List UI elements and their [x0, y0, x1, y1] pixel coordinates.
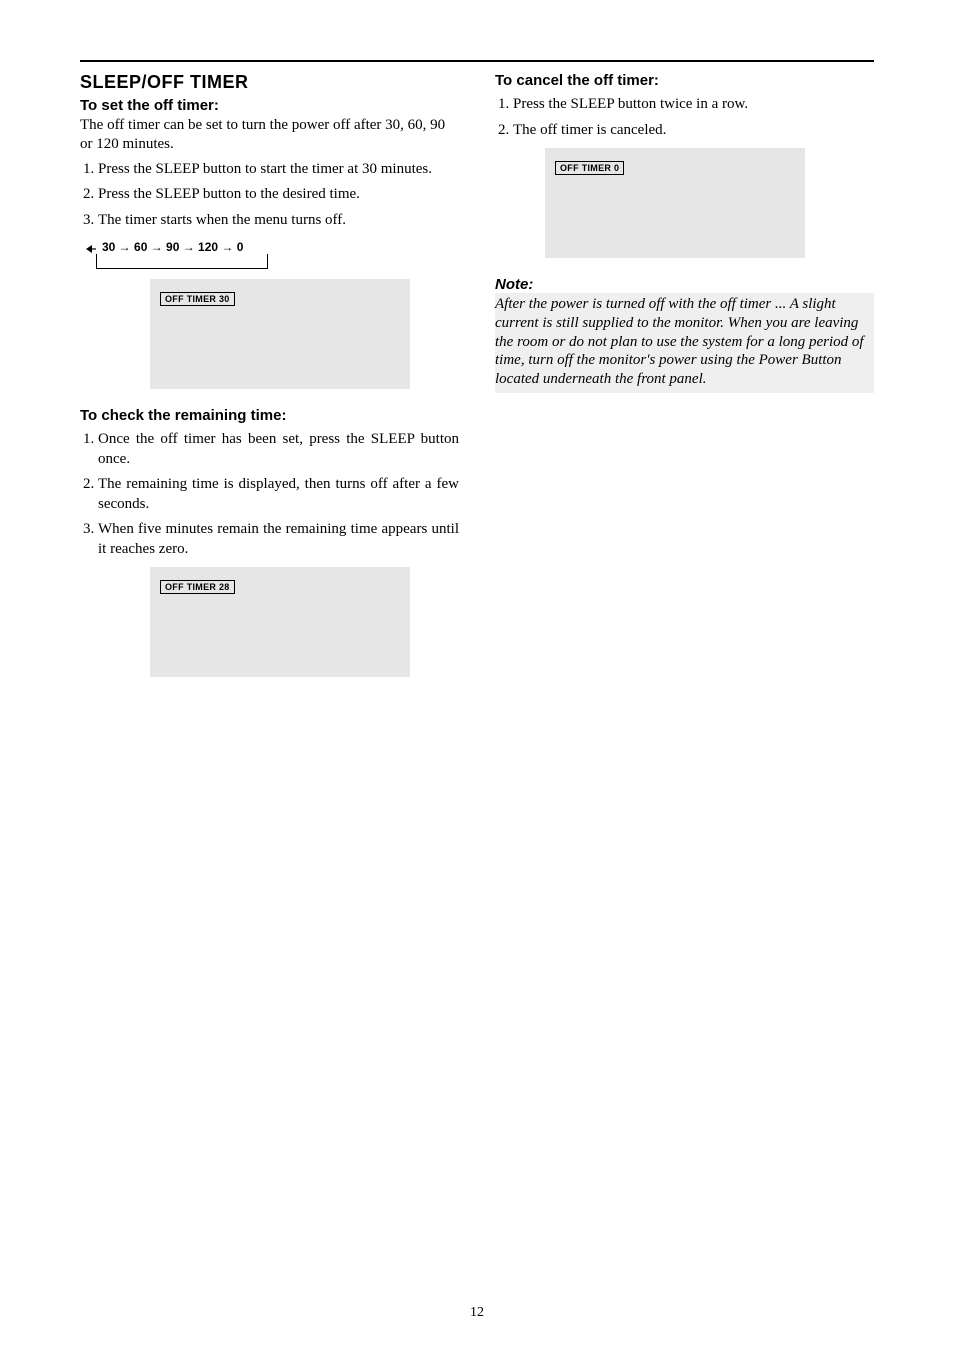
note-heading: Note:	[495, 276, 874, 293]
two-column-layout: SLEEP/OFF TIMER To set the off timer: Th…	[80, 70, 874, 695]
step-item: When five minutes remain the remaining t…	[98, 520, 459, 559]
note-body: After the power is turned off with the o…	[495, 293, 874, 393]
osd-screen-cancel: OFF TIMER 0	[545, 148, 805, 258]
osd-screen-set: OFF TIMER 30	[150, 279, 410, 389]
cycle-diagram: 30 → 60 → 90 → 120 → 0	[86, 238, 459, 269]
step-item: Once the off timer has been set, press t…	[98, 430, 459, 469]
osd-label: OFF TIMER 28	[160, 580, 235, 594]
top-rule	[80, 60, 874, 62]
subhead-cancel-off-timer: To cancel the off timer:	[495, 72, 874, 89]
osd-screen-remaining: OFF TIMER 28	[150, 567, 410, 677]
subhead-check-remaining: To check the remaining time:	[80, 407, 459, 424]
step-item: Press the SLEEP button to the desired ti…	[98, 185, 459, 205]
cycle-arrow-icon	[86, 241, 96, 259]
subhead-set-off-timer: To set the off timer:	[80, 97, 459, 114]
step-item: Press the SLEEP button twice in a row.	[513, 95, 874, 115]
intro-paragraph: The off timer can be set to turn the pow…	[80, 116, 459, 154]
right-column: To cancel the off timer: Press the SLEEP…	[495, 70, 874, 695]
cycle-sequence: 30 → 60 → 90 → 120 → 0	[96, 240, 249, 254]
osd-label: OFF TIMER 0	[555, 161, 624, 175]
steps-check-remaining: Once the off timer has been set, press t…	[80, 430, 459, 559]
page-number: 12	[0, 1305, 954, 1321]
page: SLEEP/OFF TIMER To set the off timer: Th…	[0, 0, 954, 695]
osd-label: OFF TIMER 30	[160, 292, 235, 306]
step-item: The remaining time is displayed, then tu…	[98, 475, 459, 514]
steps-cancel-off-timer: Press the SLEEP button twice in a row. T…	[495, 95, 874, 140]
step-item: The off timer is canceled.	[513, 121, 874, 141]
step-item: The timer starts when the menu turns off…	[98, 211, 459, 231]
step-item: Press the SLEEP button to start the time…	[98, 160, 459, 180]
section-title: SLEEP/OFF TIMER	[80, 72, 459, 93]
cycle-return-line	[96, 254, 268, 269]
left-column: SLEEP/OFF TIMER To set the off timer: Th…	[80, 70, 459, 695]
steps-set-off-timer: Press the SLEEP button to start the time…	[80, 160, 459, 231]
